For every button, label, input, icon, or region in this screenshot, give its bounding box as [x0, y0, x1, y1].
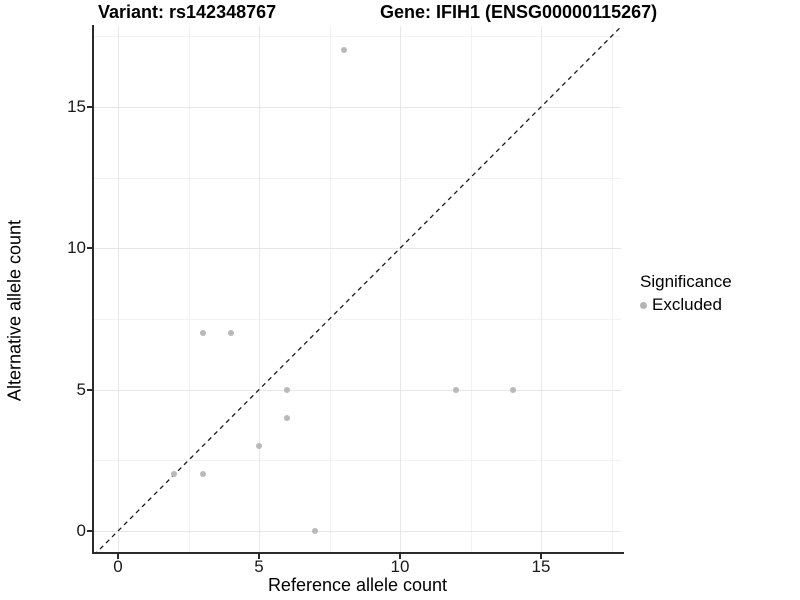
data-point: [171, 471, 178, 478]
legend: Significance Excluded: [640, 272, 732, 315]
x-minor-gridline: [188, 26, 190, 552]
y-major-gridline: [94, 106, 621, 108]
y-tick-label: 0: [76, 521, 86, 540]
y-major-gridline: [94, 389, 621, 391]
y-major-gridline: [94, 531, 621, 532]
x-major-gridline: [541, 26, 542, 552]
y-minor-gridline: [94, 318, 621, 320]
data-point: [453, 386, 460, 393]
x-major-gridline: [118, 26, 119, 552]
y-axis-line: [92, 25, 94, 554]
x-axis-title: Reference allele count: [267, 575, 448, 595]
x-tick-label: 5: [254, 557, 264, 576]
y-tick-label: 5: [76, 379, 86, 399]
legend-entry-label: Excluded: [652, 295, 722, 314]
data-point: [227, 330, 234, 337]
x-tick-label: 10: [390, 557, 410, 576]
y-axis-tick: [87, 530, 92, 532]
data-point: [199, 471, 206, 478]
y-axis-title: Alternative allele count: [4, 219, 25, 402]
data-point: [284, 414, 291, 421]
plot-title-gene: Gene: IFIH1 (ENSG00000115267): [380, 2, 658, 22]
y-tick-label: 15: [67, 96, 86, 116]
plot-panel: [94, 26, 621, 552]
y-minor-gridline: [94, 36, 621, 38]
x-tick-label: 15: [531, 557, 551, 576]
data-point: [509, 386, 516, 393]
x-minor-gridline: [329, 26, 331, 552]
x-axis-line: [92, 552, 624, 554]
identity-dashed-line: [96, 26, 621, 552]
y-minor-gridline: [94, 460, 621, 462]
x-axis-tick: [399, 554, 401, 559]
y-tick-label: 10: [67, 238, 86, 258]
x-axis-tick: [258, 554, 260, 559]
y-axis-tick: [87, 388, 92, 391]
y-minor-gridline: [94, 177, 621, 179]
x-minor-gridline: [470, 26, 472, 552]
x-axis-tick: [540, 554, 542, 559]
x-axis-tick: [117, 554, 119, 559]
data-point: [340, 47, 347, 54]
data-point: [284, 386, 291, 393]
plot-title-variant: Variant: rs142348767: [98, 2, 277, 22]
legend-title: Significance: [640, 272, 732, 291]
y-major-gridline: [94, 248, 621, 250]
data-point: [256, 443, 262, 450]
x-tick-label: 0: [113, 557, 123, 576]
x-minor-gridline: [611, 26, 613, 552]
data-point: [199, 330, 206, 337]
x-major-gridline: [400, 26, 401, 552]
legend-point-icon: [640, 301, 647, 309]
legend-entry-excluded: Excluded: [640, 295, 732, 315]
data-point: [312, 528, 319, 534]
y-axis-tick: [87, 105, 92, 108]
y-axis-tick: [87, 247, 92, 250]
x-major-gridline: [259, 26, 260, 552]
